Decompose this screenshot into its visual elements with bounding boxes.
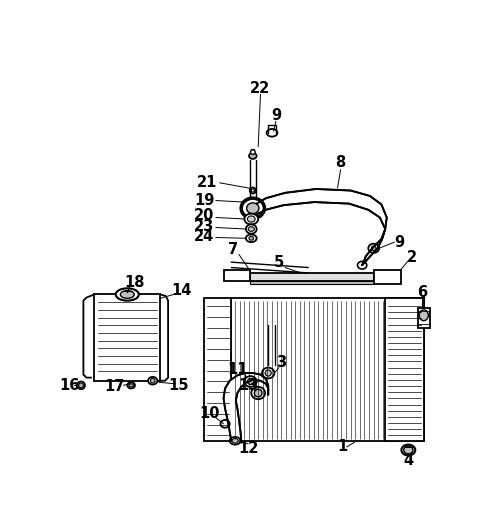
Ellipse shape [129,384,133,387]
Text: 19: 19 [194,193,214,208]
Ellipse shape [248,227,254,231]
Ellipse shape [261,368,274,378]
Bar [373,270,400,284]
Ellipse shape [244,202,260,215]
Ellipse shape [244,214,257,224]
Ellipse shape [247,378,253,385]
Ellipse shape [246,203,258,214]
Bar [204,298,231,441]
Bar [94,295,160,381]
Text: 3: 3 [276,355,286,370]
Text: 16: 16 [59,378,79,393]
Ellipse shape [251,189,254,192]
Ellipse shape [266,129,277,136]
Ellipse shape [251,387,265,399]
Text: 9: 9 [270,108,280,123]
Text: 20: 20 [194,208,214,223]
Bar [250,280,373,284]
Text: 8: 8 [335,154,345,169]
Ellipse shape [245,234,256,242]
Text: 15: 15 [168,378,189,393]
Ellipse shape [127,382,135,388]
Ellipse shape [220,420,229,427]
Ellipse shape [248,153,256,159]
Text: 22: 22 [250,80,270,96]
Ellipse shape [248,236,253,240]
Ellipse shape [401,445,414,455]
Circle shape [78,383,83,388]
Text: 18: 18 [124,276,145,290]
Ellipse shape [249,187,256,194]
Bar [417,308,429,327]
Text: 24: 24 [194,229,214,244]
Ellipse shape [247,216,255,222]
Ellipse shape [120,290,134,298]
Ellipse shape [367,244,378,253]
Text: 14: 14 [171,283,191,298]
Text: 6: 6 [416,286,426,300]
Ellipse shape [244,376,256,387]
Text: 1: 1 [337,440,348,454]
Ellipse shape [254,389,261,397]
Ellipse shape [148,377,157,385]
Polygon shape [256,189,386,265]
Bar [384,298,423,441]
Ellipse shape [418,310,427,321]
Text: 11: 11 [227,362,247,377]
Ellipse shape [265,370,271,376]
Text: 9: 9 [393,235,403,250]
Text: 21: 21 [196,175,216,190]
Ellipse shape [231,439,238,443]
Bar [223,270,250,280]
Ellipse shape [403,446,412,454]
Ellipse shape [357,261,366,269]
Text: 13: 13 [238,378,258,393]
Polygon shape [223,373,268,441]
Ellipse shape [242,199,263,217]
Text: 2: 2 [406,250,416,265]
Bar [250,273,373,280]
Ellipse shape [240,197,265,219]
Ellipse shape [229,437,240,445]
Ellipse shape [245,224,256,234]
Text: 5: 5 [273,254,284,270]
Text: 4: 4 [402,452,412,468]
Text: 23: 23 [194,219,214,234]
Ellipse shape [116,288,138,300]
Ellipse shape [250,150,255,154]
Text: 17: 17 [104,379,124,395]
Ellipse shape [371,246,375,251]
Ellipse shape [150,378,155,383]
Text: 10: 10 [199,406,219,421]
Bar [231,298,423,441]
Circle shape [77,381,85,389]
Ellipse shape [248,205,256,211]
Text: 12: 12 [238,441,258,456]
Text: 7: 7 [227,242,237,257]
